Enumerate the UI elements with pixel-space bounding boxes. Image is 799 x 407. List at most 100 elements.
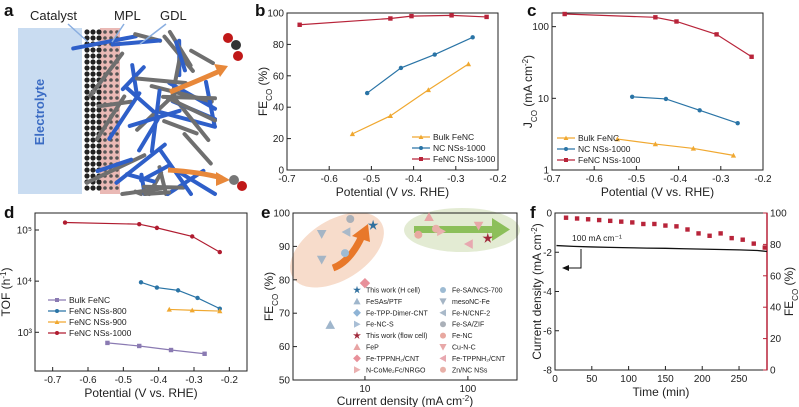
catalyst-particle [96, 155, 102, 161]
legend-marker [440, 321, 446, 328]
y2-tick-label: 80 [770, 240, 782, 251]
y-axis-label-part: -2 [530, 227, 539, 235]
legend-label: Fe-N/CNF-2 [452, 310, 490, 317]
data-point [690, 145, 697, 151]
legend-marker [418, 134, 424, 139]
catalyst-particle [109, 156, 113, 160]
y-tick-label: 60 [273, 71, 285, 82]
x-axis-label: Potential (V vs. RHE) [84, 386, 197, 400]
data-point [62, 220, 68, 225]
gdl-fiber [162, 119, 199, 136]
series-line [107, 342, 205, 355]
catalyst-particle [96, 161, 102, 167]
x-tick-label: -0.7 [278, 174, 296, 185]
data-point [730, 152, 737, 158]
series-line [366, 36, 473, 94]
y-axis-label-part: J [521, 122, 535, 128]
y-tick-label: -4 [543, 287, 552, 298]
x-axis-label-part: Current density (mA cm [337, 394, 462, 407]
legend-label: FeNC NSs-1000 [578, 155, 641, 165]
panel-label-f: f [530, 203, 536, 222]
x-axis-label-part: ) [469, 394, 473, 407]
y-axis-label-part: -1 [0, 271, 8, 279]
y-tick-label: 70 [279, 309, 291, 320]
catalyst-particle [96, 119, 102, 125]
y-tick-label: 1 [543, 166, 549, 177]
y-tick-label: 100 [532, 22, 549, 33]
y-tick-label: -8 [543, 366, 552, 377]
y-axis-label-part: CO [271, 294, 280, 306]
catalyst-particle [115, 84, 119, 88]
catalyst-particle [90, 143, 96, 149]
catalyst-particle [96, 179, 102, 185]
data-point [463, 239, 473, 249]
catalyst-particle [84, 95, 90, 101]
data-point [364, 90, 370, 96]
data-point [325, 320, 336, 329]
legend-marker [439, 309, 446, 317]
legend-label: FeNC NSs-1000 [433, 154, 496, 164]
gdl-fiber [123, 85, 156, 114]
gdl-fiber [165, 95, 217, 123]
legend-marker [564, 158, 568, 162]
catalyst-particle [96, 65, 102, 71]
catalyst-particle [96, 47, 102, 53]
x-axis-label: Potential (V vs. RHE) [601, 185, 714, 199]
y-axis-label-part: Current density (mA cm [530, 234, 544, 359]
y2-tick-label: 40 [770, 303, 782, 314]
legend-label: Bulk FeNC [433, 132, 474, 142]
x-axis-label: Current density (mA cm-2) [337, 394, 474, 407]
catalyst-particle [103, 156, 107, 160]
catalyst-particle [84, 77, 90, 83]
y-tick-label: 40 [273, 103, 285, 114]
data-point [596, 217, 602, 223]
catalyst-particle [115, 174, 119, 178]
catalyst-particle [103, 48, 107, 52]
data-point [190, 234, 195, 239]
catalyst-particle [90, 119, 96, 125]
catalyst-particle [84, 101, 90, 107]
gdl-fiber [189, 48, 215, 66]
catalyst-particle [103, 66, 107, 70]
data-point [138, 280, 144, 285]
catalyst-particle [84, 125, 90, 131]
y-axis-label-part: -2 [521, 58, 530, 66]
chart-d: -0.7 -0.6 -0.5 -0.4 -0.3 -0.2 10³ 10⁴ 10⁵ Potenti… [0, 212, 248, 400]
data-point [297, 22, 302, 27]
y-tick-label: -2 [543, 248, 552, 259]
x-tick-label: -0.3 [447, 174, 465, 185]
legend-label: Cu-N-C [452, 345, 476, 352]
catalyst-particle [103, 138, 107, 142]
y-tick-label: 90 [279, 242, 291, 253]
legend-marker [563, 135, 569, 140]
legend-label: Fe-NC-S [366, 322, 394, 329]
gdl-fiber [177, 170, 217, 196]
y-axis-label-part: (mA cm [521, 66, 535, 110]
data-point [432, 52, 437, 57]
catalyst-particle [109, 96, 113, 100]
x-tick-label: 200 [694, 374, 711, 385]
legend-marker [354, 320, 361, 328]
catalyst-particle [103, 30, 107, 34]
data-point [341, 227, 351, 237]
catalyst-particle [109, 54, 113, 58]
catalyst-particle [84, 113, 90, 119]
catalyst-particle [115, 72, 119, 76]
catalyst-particle [96, 35, 102, 41]
gdl-fiber [142, 184, 186, 190]
data-point [562, 11, 567, 17]
data-point [707, 233, 712, 238]
data-point [137, 221, 142, 227]
gdl-fiber [107, 91, 142, 141]
legend-marker [353, 343, 361, 350]
data-point [202, 351, 207, 356]
catalyst-particle [90, 125, 96, 131]
legend-marker [439, 354, 446, 362]
y-tick-label: 10⁴ [17, 277, 32, 288]
gdl-fiber [120, 186, 164, 196]
data-point [608, 218, 613, 224]
catalyst-particle [115, 96, 119, 100]
catalyst-particle [103, 150, 107, 154]
catalyst-particle [96, 143, 102, 149]
y-axis-label: JCO (mA cm-2) [521, 55, 539, 128]
